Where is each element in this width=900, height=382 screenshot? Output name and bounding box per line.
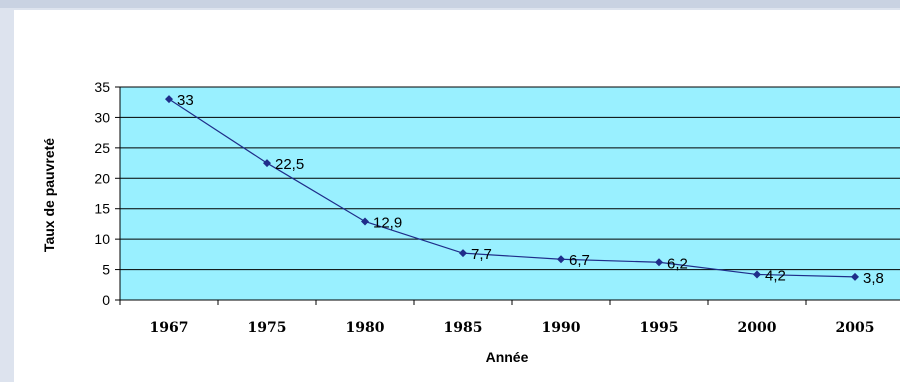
data-label: 12,9	[373, 214, 402, 231]
data-label: 6,2	[667, 255, 688, 272]
series-line	[168, 98, 856, 278]
data-point-marker	[361, 217, 369, 226]
x-tick-label: 2005	[836, 320, 875, 336]
y-tick-label: 10	[94, 231, 110, 247]
y-tick-label: 35	[94, 79, 110, 95]
data-point-marker	[459, 249, 467, 258]
data-label: 7,7	[471, 246, 492, 263]
x-tick-label: 1990	[542, 320, 581, 336]
y-tick-label: 25	[94, 140, 110, 156]
data-point-marker	[165, 95, 173, 104]
y-tick-label: 5	[102, 262, 110, 278]
data-label: 4,2	[765, 267, 786, 284]
data-point-marker	[851, 272, 859, 281]
data-point-marker	[263, 159, 271, 168]
data-label: 3,8	[863, 270, 884, 287]
x-tick-label: 1975	[248, 320, 287, 336]
x-tick-label: 1995	[640, 320, 679, 336]
x-tick-label: 2000	[738, 320, 777, 336]
data-point-marker	[557, 255, 565, 264]
y-axis-title: Taux de pauvreté	[41, 138, 57, 252]
y-tick-label: 15	[94, 201, 110, 217]
plot-area	[120, 87, 900, 300]
data-label: 33	[177, 92, 194, 109]
top-border-strip	[0, 0, 900, 8]
x-axis-title: Année	[486, 349, 529, 365]
y-tick-label: 0	[102, 292, 110, 308]
x-tick-label: 1985	[444, 320, 483, 336]
data-point-marker	[753, 270, 761, 279]
x-tick-label: 1980	[346, 320, 385, 336]
x-tick-label: 1967	[150, 320, 189, 336]
data-label: 6,7	[569, 252, 590, 269]
y-tick-label: 20	[94, 170, 110, 186]
data-point-marker	[655, 258, 663, 267]
y-tick-label: 30	[94, 109, 110, 125]
data-label: 22,5	[275, 156, 304, 173]
